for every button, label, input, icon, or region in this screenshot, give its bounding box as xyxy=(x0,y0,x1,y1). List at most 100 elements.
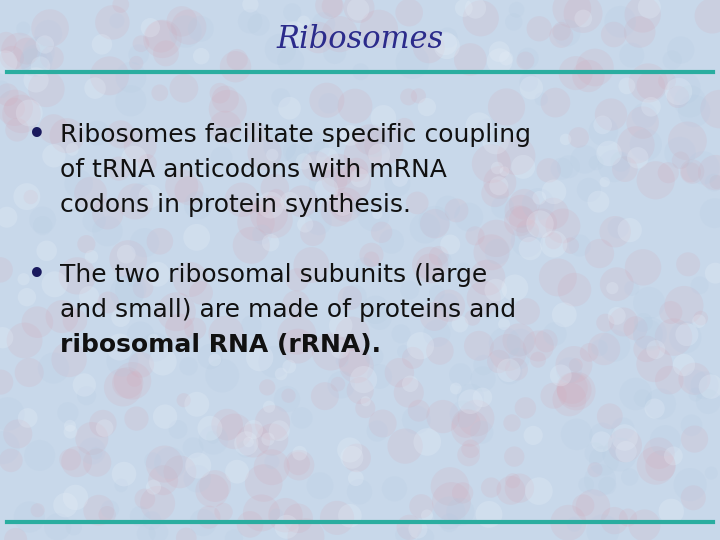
Point xyxy=(228,534,240,540)
Point xyxy=(469,232,481,240)
Point xyxy=(300,220,311,229)
Point xyxy=(307,229,319,238)
Point xyxy=(127,376,138,385)
Point xyxy=(222,104,233,113)
Point xyxy=(14,47,25,56)
Point xyxy=(147,456,158,465)
Point xyxy=(579,155,590,164)
Point xyxy=(634,28,645,36)
Point xyxy=(264,210,275,219)
Point xyxy=(288,30,300,39)
Point xyxy=(407,58,418,66)
Point xyxy=(639,521,650,530)
Point xyxy=(17,24,29,33)
Point xyxy=(644,3,655,11)
Point xyxy=(148,335,159,343)
Point xyxy=(467,313,478,322)
Point xyxy=(9,104,20,113)
Text: The two ribosomal subunits (large: The two ribosomal subunits (large xyxy=(60,263,487,287)
Point xyxy=(675,156,686,165)
Point xyxy=(284,104,295,112)
Point xyxy=(494,178,505,187)
Point xyxy=(122,379,133,387)
Point xyxy=(351,165,362,174)
Point xyxy=(690,377,702,386)
Point xyxy=(597,120,608,129)
Point xyxy=(577,9,589,18)
Point xyxy=(84,292,95,301)
Point xyxy=(271,194,282,202)
Point xyxy=(708,178,719,187)
Point xyxy=(355,68,366,76)
Point xyxy=(621,447,632,456)
Point xyxy=(654,462,666,470)
Point xyxy=(366,251,377,259)
Point xyxy=(398,347,410,356)
Point xyxy=(559,135,571,144)
Point xyxy=(292,459,304,468)
Point xyxy=(672,87,684,96)
Point xyxy=(521,237,533,245)
Point xyxy=(614,17,626,26)
Point xyxy=(220,329,232,338)
Point xyxy=(130,197,141,206)
Point xyxy=(490,133,502,142)
Point xyxy=(97,419,109,428)
Point xyxy=(174,468,186,476)
Point xyxy=(457,410,469,418)
Point xyxy=(37,215,48,224)
Point xyxy=(210,482,221,490)
Point xyxy=(322,154,333,163)
Point xyxy=(0,58,11,67)
Point xyxy=(596,437,608,446)
Point xyxy=(305,261,317,269)
Point xyxy=(464,55,476,64)
Point xyxy=(154,237,166,246)
Point xyxy=(135,39,147,48)
Point xyxy=(48,125,59,133)
Point xyxy=(164,458,176,467)
Point xyxy=(284,197,296,206)
Point xyxy=(115,0,127,9)
Point xyxy=(244,17,256,26)
Point xyxy=(425,261,436,269)
Point xyxy=(594,476,606,484)
Point xyxy=(269,357,280,366)
Point xyxy=(344,294,356,302)
Point xyxy=(678,361,690,369)
Point xyxy=(624,472,636,481)
Point xyxy=(589,449,600,457)
Point xyxy=(86,434,98,443)
Point xyxy=(285,57,297,65)
Point xyxy=(500,103,512,111)
Point xyxy=(650,176,662,185)
Point xyxy=(534,193,545,202)
Point xyxy=(104,505,116,514)
Point xyxy=(1,213,12,221)
Text: codons in protein synthesis.: codons in protein synthesis. xyxy=(60,193,411,217)
Point xyxy=(602,481,613,490)
Point xyxy=(681,330,693,339)
Point xyxy=(494,48,505,56)
Point xyxy=(473,122,485,130)
Point xyxy=(619,433,631,442)
Point xyxy=(42,30,54,38)
Point xyxy=(431,329,443,338)
Point xyxy=(630,140,642,149)
Point xyxy=(220,123,231,131)
Point xyxy=(680,333,691,341)
Point xyxy=(458,4,469,12)
Point xyxy=(556,27,567,36)
Point xyxy=(91,449,102,457)
Point xyxy=(485,483,497,492)
Point xyxy=(421,511,433,519)
Point xyxy=(265,201,276,210)
Point xyxy=(355,203,366,212)
Point xyxy=(2,410,14,418)
Point xyxy=(570,69,582,77)
Point xyxy=(48,364,59,373)
Point xyxy=(405,380,416,388)
Point xyxy=(290,300,302,308)
Point xyxy=(389,484,400,493)
Point xyxy=(21,293,32,301)
